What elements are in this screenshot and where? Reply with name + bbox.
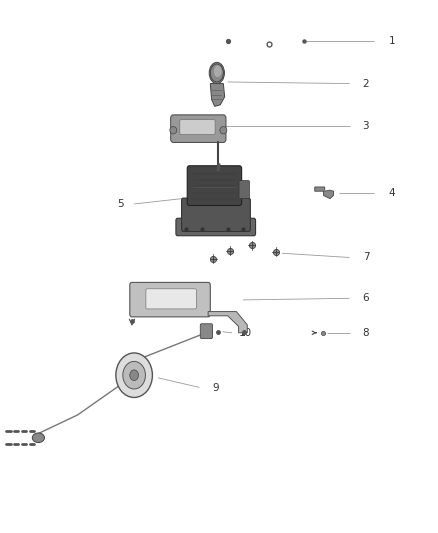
Text: 9: 9 bbox=[212, 383, 219, 393]
Text: 1: 1 bbox=[389, 36, 396, 46]
FancyBboxPatch shape bbox=[171, 115, 226, 142]
Text: 7: 7 bbox=[363, 253, 369, 262]
FancyBboxPatch shape bbox=[146, 289, 196, 309]
FancyBboxPatch shape bbox=[182, 198, 251, 231]
Polygon shape bbox=[210, 84, 225, 107]
Text: 8: 8 bbox=[363, 328, 369, 338]
Ellipse shape bbox=[170, 126, 177, 134]
Ellipse shape bbox=[220, 126, 227, 134]
Circle shape bbox=[123, 361, 145, 389]
Ellipse shape bbox=[214, 66, 222, 77]
FancyBboxPatch shape bbox=[176, 218, 255, 236]
FancyBboxPatch shape bbox=[187, 166, 242, 206]
Text: 10: 10 bbox=[239, 328, 252, 338]
Polygon shape bbox=[315, 187, 333, 199]
FancyBboxPatch shape bbox=[130, 282, 210, 317]
FancyBboxPatch shape bbox=[239, 181, 250, 199]
FancyBboxPatch shape bbox=[200, 324, 212, 338]
Circle shape bbox=[116, 353, 152, 398]
Text: 3: 3 bbox=[363, 121, 369, 131]
Circle shape bbox=[130, 370, 138, 381]
FancyBboxPatch shape bbox=[180, 119, 215, 134]
Ellipse shape bbox=[209, 62, 224, 84]
Text: 4: 4 bbox=[389, 188, 396, 198]
Polygon shape bbox=[208, 312, 247, 333]
Text: 6: 6 bbox=[363, 293, 369, 303]
Text: 5: 5 bbox=[117, 199, 124, 209]
Text: 2: 2 bbox=[363, 78, 369, 88]
Ellipse shape bbox=[32, 433, 45, 442]
